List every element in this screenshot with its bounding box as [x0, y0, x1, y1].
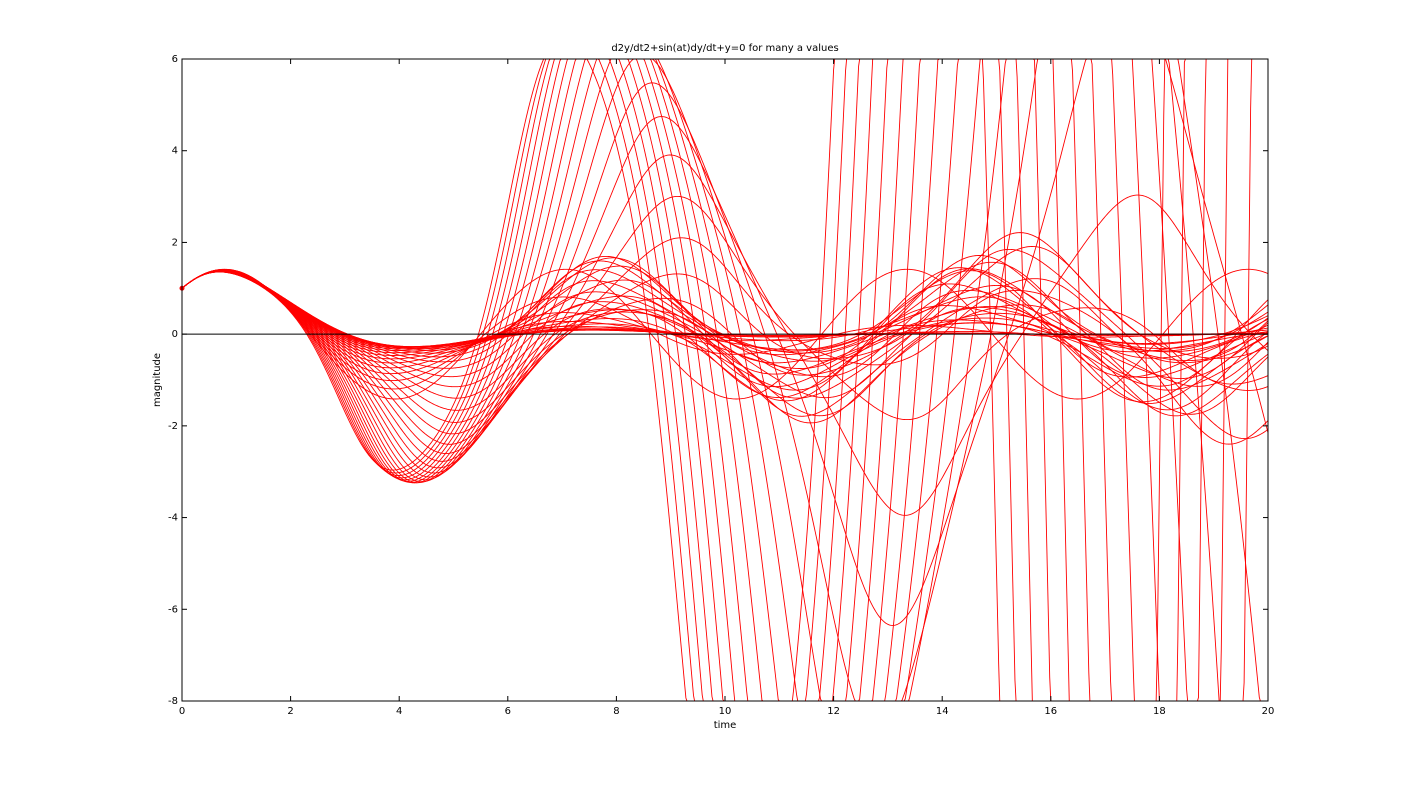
plot-area	[182, 59, 1268, 701]
y-tick-label: 4	[172, 146, 178, 157]
solution-curve	[181, 269, 1269, 391]
x-tick-label: 10	[719, 706, 732, 717]
solution-curve	[181, 270, 1269, 415]
solution-curve	[181, 268, 1269, 400]
x-axis-ticks: 0 2 4 6 8 10 12 14 16 18 20	[179, 59, 1275, 717]
chart-title: d2y/dt2+sin(at)dy/dt+y=0 for many a valu…	[611, 43, 838, 54]
y-tick-label: -8	[168, 696, 178, 707]
x-tick-label: 0	[179, 706, 185, 717]
x-tick-label: 16	[1044, 706, 1057, 717]
solution-curve	[181, 58, 1268, 702]
y-tick-label: -4	[168, 513, 178, 524]
solution-curve	[181, 195, 1269, 462]
solution-curve	[181, 270, 1269, 387]
x-tick-label: 18	[1153, 706, 1166, 717]
solution-curve	[181, 255, 1269, 358]
solution-curve	[181, 268, 1269, 363]
y-axis-ticks: -8 -6 -4 -2 0 2 4 6	[168, 54, 1268, 707]
solution-curve	[181, 248, 1269, 445]
x-axis-label: time	[714, 720, 737, 731]
x-tick-label: 14	[936, 706, 949, 717]
solution-curve	[181, 232, 1269, 435]
y-axis-label: magnitude	[152, 353, 163, 407]
y-tick-label: -2	[168, 421, 178, 432]
solution-curve	[181, 267, 1269, 369]
solution-curve	[181, 257, 1269, 378]
x-tick-label: 4	[396, 706, 402, 717]
x-tick-label: 12	[827, 706, 840, 717]
y-tick-label: 2	[172, 237, 178, 248]
solution-curve	[181, 270, 1269, 417]
x-tick-label: 8	[613, 706, 619, 717]
y-tick-label: 6	[172, 54, 178, 65]
solution-curve	[181, 269, 1269, 403]
y-tick-label: 0	[172, 329, 178, 340]
x-tick-label: 2	[287, 706, 293, 717]
y-tick-label: -6	[168, 604, 178, 615]
x-tick-label: 20	[1262, 706, 1275, 717]
x-tick-label: 6	[505, 706, 511, 717]
solution-curve	[181, 154, 1269, 516]
solution-curve	[181, 270, 1269, 417]
